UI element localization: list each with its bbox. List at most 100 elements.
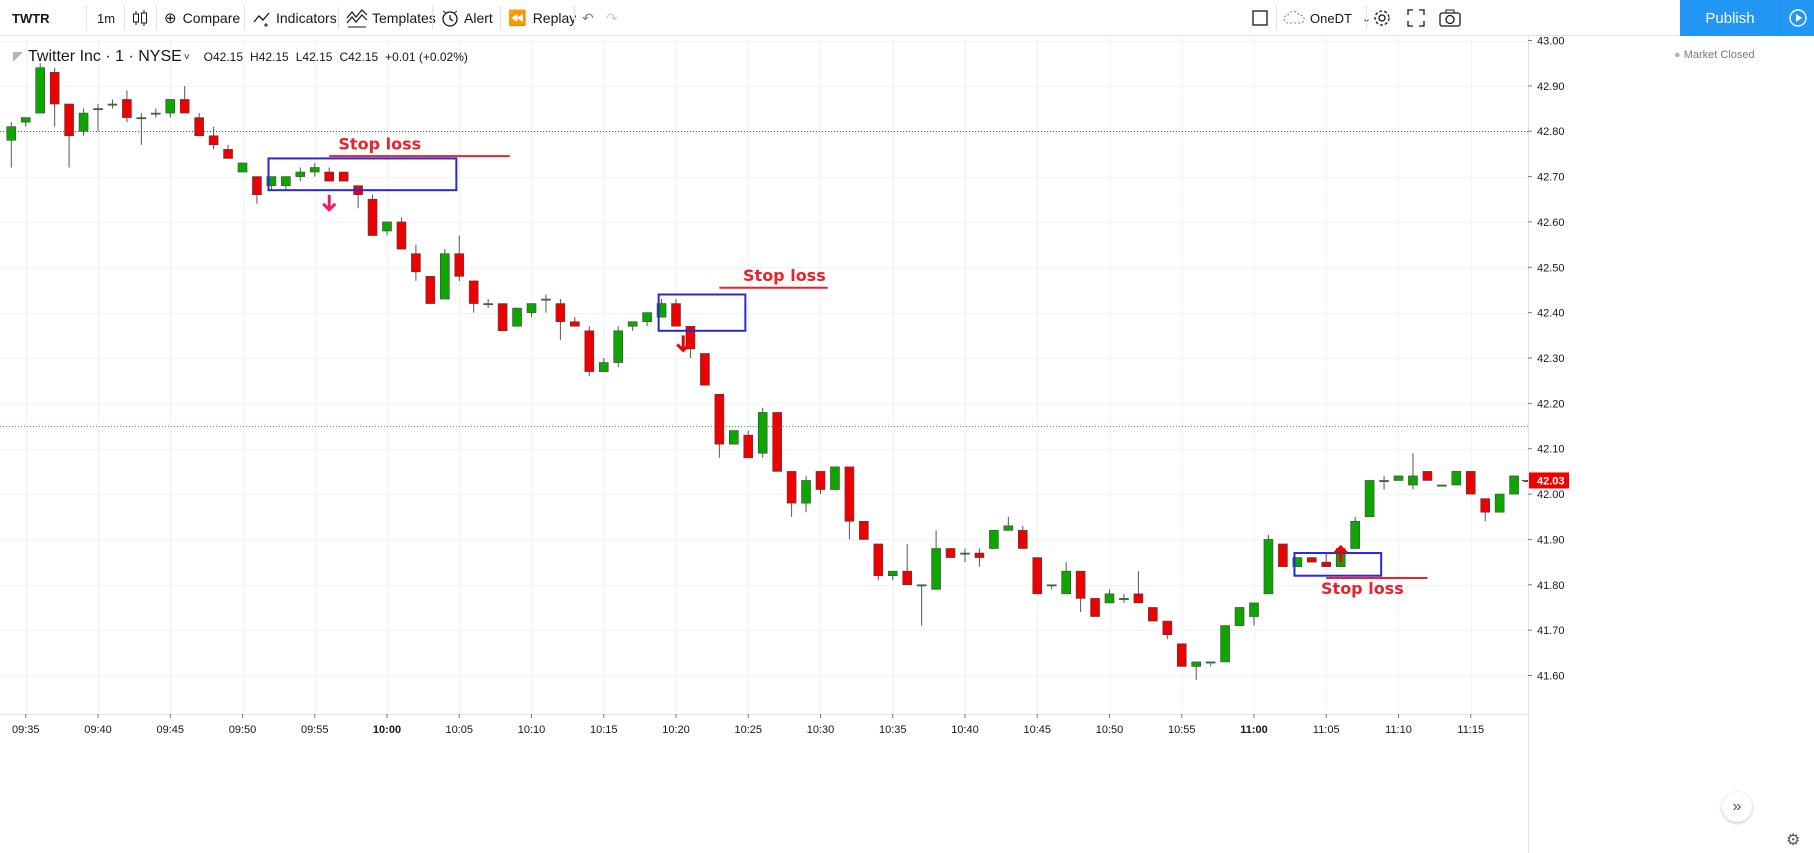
candle[interactable] — [20, 117, 31, 127]
candle[interactable] — [1494, 493, 1505, 513]
candle[interactable] — [844, 466, 855, 540]
candle[interactable] — [165, 99, 176, 118]
candle[interactable] — [1234, 607, 1245, 626]
candle[interactable] — [1278, 543, 1288, 567]
candle[interactable] — [916, 584, 927, 626]
candle[interactable] — [873, 543, 884, 581]
candle[interactable] — [136, 113, 147, 145]
candle[interactable] — [989, 530, 999, 549]
candle[interactable] — [1480, 498, 1490, 522]
candle[interactable] — [772, 412, 782, 472]
candle[interactable] — [338, 171, 349, 182]
stop-loss-label[interactable]: Stop loss — [338, 134, 421, 153]
snapshot-button[interactable] — [1438, 0, 1462, 36]
candle[interactable] — [1379, 475, 1389, 490]
candle[interactable] — [743, 430, 754, 459]
candle[interactable] — [642, 312, 652, 327]
candle[interactable] — [64, 103, 74, 168]
candle[interactable] — [1075, 570, 1086, 612]
candle[interactable] — [122, 90, 132, 123]
candle[interactable] — [1408, 453, 1418, 490]
candle[interactable] — [1003, 516, 1014, 531]
candle[interactable] — [324, 167, 335, 182]
chevron-down-icon[interactable]: ˅ — [183, 51, 190, 63]
candle[interactable] — [1509, 475, 1519, 495]
candle[interactable] — [252, 176, 262, 204]
candle[interactable] — [613, 326, 624, 368]
candle[interactable] — [179, 85, 190, 114]
publish-button[interactable]: Publish — [1680, 0, 1780, 36]
candle[interactable] — [237, 162, 248, 173]
candle[interactable] — [107, 99, 118, 109]
candle[interactable] — [1046, 584, 1057, 590]
candle[interactable] — [627, 321, 638, 331]
arrow-down-icon[interactable] — [322, 194, 337, 212]
candle[interactable] — [786, 471, 797, 517]
candle[interactable] — [382, 221, 392, 236]
candle[interactable] — [396, 217, 407, 250]
candle[interactable] — [584, 326, 595, 377]
candle[interactable] — [208, 126, 219, 150]
stop-loss-label[interactable]: Stop loss — [1321, 579, 1404, 598]
candle[interactable] — [1191, 661, 1201, 681]
candle[interactable] — [309, 162, 320, 177]
candle[interactable] — [1307, 557, 1317, 563]
candle[interactable] — [367, 194, 378, 236]
candle[interactable] — [1061, 562, 1071, 595]
candle[interactable] — [700, 353, 710, 386]
candle[interactable] — [1393, 475, 1404, 481]
candle[interactable] — [468, 280, 479, 313]
candle[interactable] — [497, 303, 508, 332]
redo-button[interactable]: ↷ — [606, 0, 618, 36]
candle[interactable] — [151, 108, 161, 118]
candle[interactable] — [512, 307, 522, 327]
candle[interactable] — [728, 430, 739, 445]
candle[interactable] — [93, 104, 103, 132]
candle[interactable] — [439, 249, 450, 300]
candle[interactable] — [1364, 480, 1375, 518]
rectangle-drawing[interactable] — [1293, 552, 1383, 577]
candle[interactable] — [945, 548, 956, 558]
rectangle-drawing[interactable] — [657, 293, 747, 332]
candle[interactable] — [570, 317, 580, 327]
candle[interactable] — [425, 276, 436, 304]
candle[interactable] — [555, 299, 566, 340]
candle[interactable] — [78, 108, 89, 136]
fullscreen-button[interactable] — [1406, 0, 1426, 36]
candle[interactable] — [859, 520, 869, 540]
stop-loss-label[interactable]: Stop loss — [743, 266, 826, 285]
candle[interactable] — [6, 122, 17, 168]
candle[interactable] — [1162, 620, 1173, 640]
candle[interactable] — [266, 176, 277, 191]
symbol-search-button[interactable]: TWTR — [12, 0, 50, 36]
candle[interactable] — [1133, 571, 1144, 604]
candle[interactable] — [281, 176, 291, 191]
replay-button[interactable]: ⏪ Replay — [508, 0, 576, 36]
candle[interactable] — [1119, 593, 1129, 603]
alert-button[interactable]: Alert — [440, 0, 493, 36]
candle[interactable] — [714, 393, 725, 458]
candle[interactable] — [902, 543, 913, 586]
candle[interactable] — [1090, 598, 1100, 617]
chart-type-button[interactable] — [130, 0, 150, 36]
collapse-icon[interactable] — [12, 51, 24, 63]
fullscreen-select-button[interactable] — [1250, 0, 1270, 36]
candle[interactable] — [931, 530, 941, 590]
arrow-down-icon[interactable] — [676, 335, 691, 353]
candle[interactable] — [1249, 602, 1259, 626]
candle[interactable] — [541, 294, 551, 313]
candle[interactable] — [454, 235, 465, 281]
interval-button[interactable]: 1m — [97, 0, 115, 36]
candle[interactable] — [1104, 589, 1115, 604]
templates-button[interactable]: Templates — [346, 0, 436, 36]
candle[interactable] — [49, 67, 60, 127]
settings-button[interactable] — [1371, 0, 1393, 36]
candle[interactable] — [1017, 525, 1028, 549]
candle[interactable] — [598, 358, 609, 372]
candle[interactable] — [1465, 471, 1476, 495]
candle[interactable] — [1350, 516, 1360, 549]
candle[interactable] — [671, 299, 681, 327]
candle[interactable] — [974, 548, 985, 567]
candle[interactable] — [1263, 534, 1274, 595]
